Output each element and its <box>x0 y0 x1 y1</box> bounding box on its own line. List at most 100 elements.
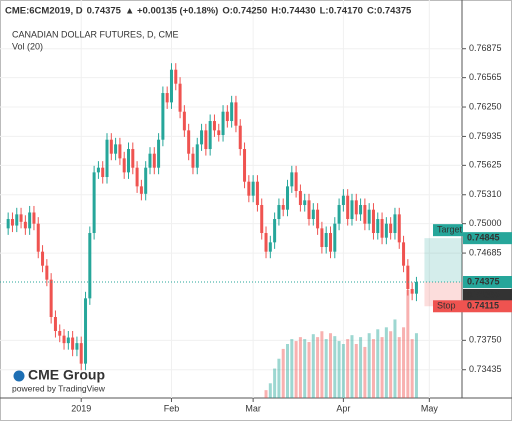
candle-body <box>307 200 311 220</box>
candle-body <box>380 219 384 238</box>
candle-body <box>324 233 328 248</box>
candle-body <box>174 69 178 84</box>
candle-body <box>66 337 70 344</box>
volume-bar <box>384 327 388 398</box>
candle-body <box>341 195 345 206</box>
candle-body <box>92 172 96 234</box>
price-label-box <box>463 288 512 301</box>
candle-body <box>200 130 204 145</box>
candle-body <box>251 181 255 196</box>
target-zone <box>424 238 462 283</box>
candle-body <box>84 298 88 364</box>
candle-body <box>75 343 79 350</box>
logo-name: CME Group <box>28 367 105 383</box>
header-close: C:0.74375 <box>367 6 412 17</box>
candle-body <box>62 335 66 344</box>
stop-label: 0.74115 <box>467 301 499 311</box>
stop-tag <box>433 300 463 313</box>
candle-body <box>139 186 143 194</box>
header-change: ▲ +0.00135 (+0.18%) <box>125 6 218 17</box>
volume-bar <box>320 331 324 398</box>
stop-tag-text: Stop <box>437 301 456 311</box>
candle-body <box>337 205 341 224</box>
candle-body <box>268 242 272 252</box>
candle-body <box>101 167 105 178</box>
candle-body <box>49 279 53 318</box>
header-high: H:0.74430 <box>271 6 315 17</box>
x-tick-label: May <box>421 403 439 413</box>
volume-bar <box>363 346 367 398</box>
volume-bar <box>406 290 410 398</box>
candle-body <box>346 195 350 220</box>
target-tag-text: Target <box>437 225 463 235</box>
candle-body <box>41 251 45 266</box>
candle-body <box>311 209 315 220</box>
candle-body <box>131 149 135 168</box>
y-tick-label: 0.76250 <box>469 101 502 111</box>
volume-bar <box>298 337 302 398</box>
candle-body <box>53 317 57 331</box>
volume-bar <box>277 358 281 398</box>
candle-body <box>414 282 418 294</box>
volume-bar <box>346 339 350 398</box>
candle-body <box>157 139 161 168</box>
volume-bar <box>380 337 384 398</box>
candle-body <box>277 205 281 220</box>
volume-bar <box>414 333 418 398</box>
volume-bar <box>290 339 294 398</box>
candle-body <box>384 223 388 238</box>
volume-bar <box>397 337 401 398</box>
volume-bar <box>371 339 375 398</box>
volume-bar <box>333 336 337 398</box>
logo: CME Group powered by TradingView <box>12 367 106 394</box>
volume-bar <box>393 319 397 398</box>
logo-powered: powered by TradingView <box>12 383 106 393</box>
candle-body <box>376 219 380 234</box>
candle-body <box>182 111 186 131</box>
candle-body <box>393 214 397 234</box>
candle-body <box>152 153 156 168</box>
candle-body <box>264 233 268 252</box>
candle-body <box>36 223 40 252</box>
candle-body <box>88 233 92 299</box>
volume-bar <box>359 337 363 398</box>
candle-body <box>195 144 199 168</box>
candle-body <box>273 219 277 243</box>
candle-body <box>126 149 131 173</box>
price-label: 0.74375 <box>467 276 500 286</box>
candle-body <box>204 130 208 150</box>
candle-body <box>221 111 225 136</box>
plot <box>0 0 462 398</box>
y-tick-label: 0.75000 <box>469 218 502 228</box>
candle-body <box>371 209 375 234</box>
candle-body <box>402 242 406 266</box>
candle-body <box>217 130 221 136</box>
volume-bar <box>281 348 285 398</box>
candle-body <box>105 139 109 178</box>
volume-bar <box>341 344 345 398</box>
candle-body <box>406 265 410 290</box>
candle-body <box>230 102 234 122</box>
stop-label-box <box>463 300 512 313</box>
y-tick-label: 0.75310 <box>469 189 502 199</box>
candle-body <box>298 191 302 206</box>
volume-bar <box>410 339 414 398</box>
candle-body <box>281 205 285 210</box>
candle-body <box>238 125 242 150</box>
candle-body <box>354 200 358 215</box>
y-tick-label: 0.73750 <box>469 335 502 345</box>
y-tick-label: 0.76565 <box>469 72 502 82</box>
candle-body <box>165 93 169 103</box>
candle-body <box>114 144 118 154</box>
candle-body <box>169 69 173 103</box>
volume-bar <box>389 331 393 398</box>
volume-bar <box>376 329 380 398</box>
candle-body <box>389 223 393 234</box>
volume-bar <box>307 342 311 398</box>
header-last: 0.74375 <box>87 6 122 17</box>
candle-body <box>109 139 113 154</box>
candle-body <box>290 172 294 187</box>
candle-body <box>208 121 212 150</box>
logo-globe <box>13 370 25 382</box>
